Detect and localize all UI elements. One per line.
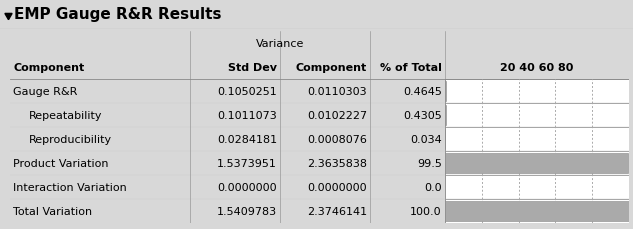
Text: 0.0000000: 0.0000000 (217, 182, 277, 192)
Text: Product Variation: Product Variation (13, 158, 109, 168)
Bar (445, 80, 629, 104)
Text: Repeatability: Repeatability (28, 111, 102, 120)
Bar (445, 128, 629, 151)
Text: 2.3635838: 2.3635838 (307, 158, 367, 168)
Text: 0.0284181: 0.0284181 (216, 134, 277, 144)
Bar (445, 175, 629, 199)
Bar (445, 106, 446, 125)
Text: % of Total: % of Total (380, 63, 442, 73)
Bar (445, 104, 629, 128)
Text: Variance: Variance (256, 39, 304, 49)
Text: Reproducibility: Reproducibility (28, 134, 111, 144)
Text: 2.3746141: 2.3746141 (307, 206, 367, 216)
Text: 0.034: 0.034 (410, 134, 442, 144)
Text: 0.1050251: 0.1050251 (217, 87, 277, 97)
Bar (445, 153, 628, 173)
Text: EMP Gauge R&R Results: EMP Gauge R&R Results (14, 8, 222, 22)
Text: 1.5373951: 1.5373951 (217, 158, 277, 168)
Text: 0.4645: 0.4645 (403, 87, 442, 97)
Bar (445, 151, 629, 175)
Text: Component: Component (296, 63, 367, 73)
Text: Total Variation: Total Variation (13, 206, 92, 216)
Text: Std Dev: Std Dev (228, 63, 277, 73)
Text: 0.0102227: 0.0102227 (307, 111, 367, 120)
Bar (445, 82, 446, 102)
Text: Interaction Variation: Interaction Variation (13, 182, 127, 192)
Text: 0.0000000: 0.0000000 (307, 182, 367, 192)
Bar (445, 201, 629, 221)
Bar (445, 199, 629, 223)
Text: 1.5409783: 1.5409783 (216, 206, 277, 216)
Text: 0.0110303: 0.0110303 (307, 87, 367, 97)
Text: 0.1011073: 0.1011073 (217, 111, 277, 120)
Text: Component: Component (13, 63, 84, 73)
Text: 100.0: 100.0 (410, 206, 442, 216)
Text: Gauge R&R: Gauge R&R (13, 87, 77, 97)
Text: 0.0008076: 0.0008076 (307, 134, 367, 144)
Text: 0.4305: 0.4305 (403, 111, 442, 120)
Text: 99.5: 99.5 (417, 158, 442, 168)
Text: 20 40 60 80: 20 40 60 80 (500, 63, 573, 73)
Text: 0.0: 0.0 (424, 182, 442, 192)
